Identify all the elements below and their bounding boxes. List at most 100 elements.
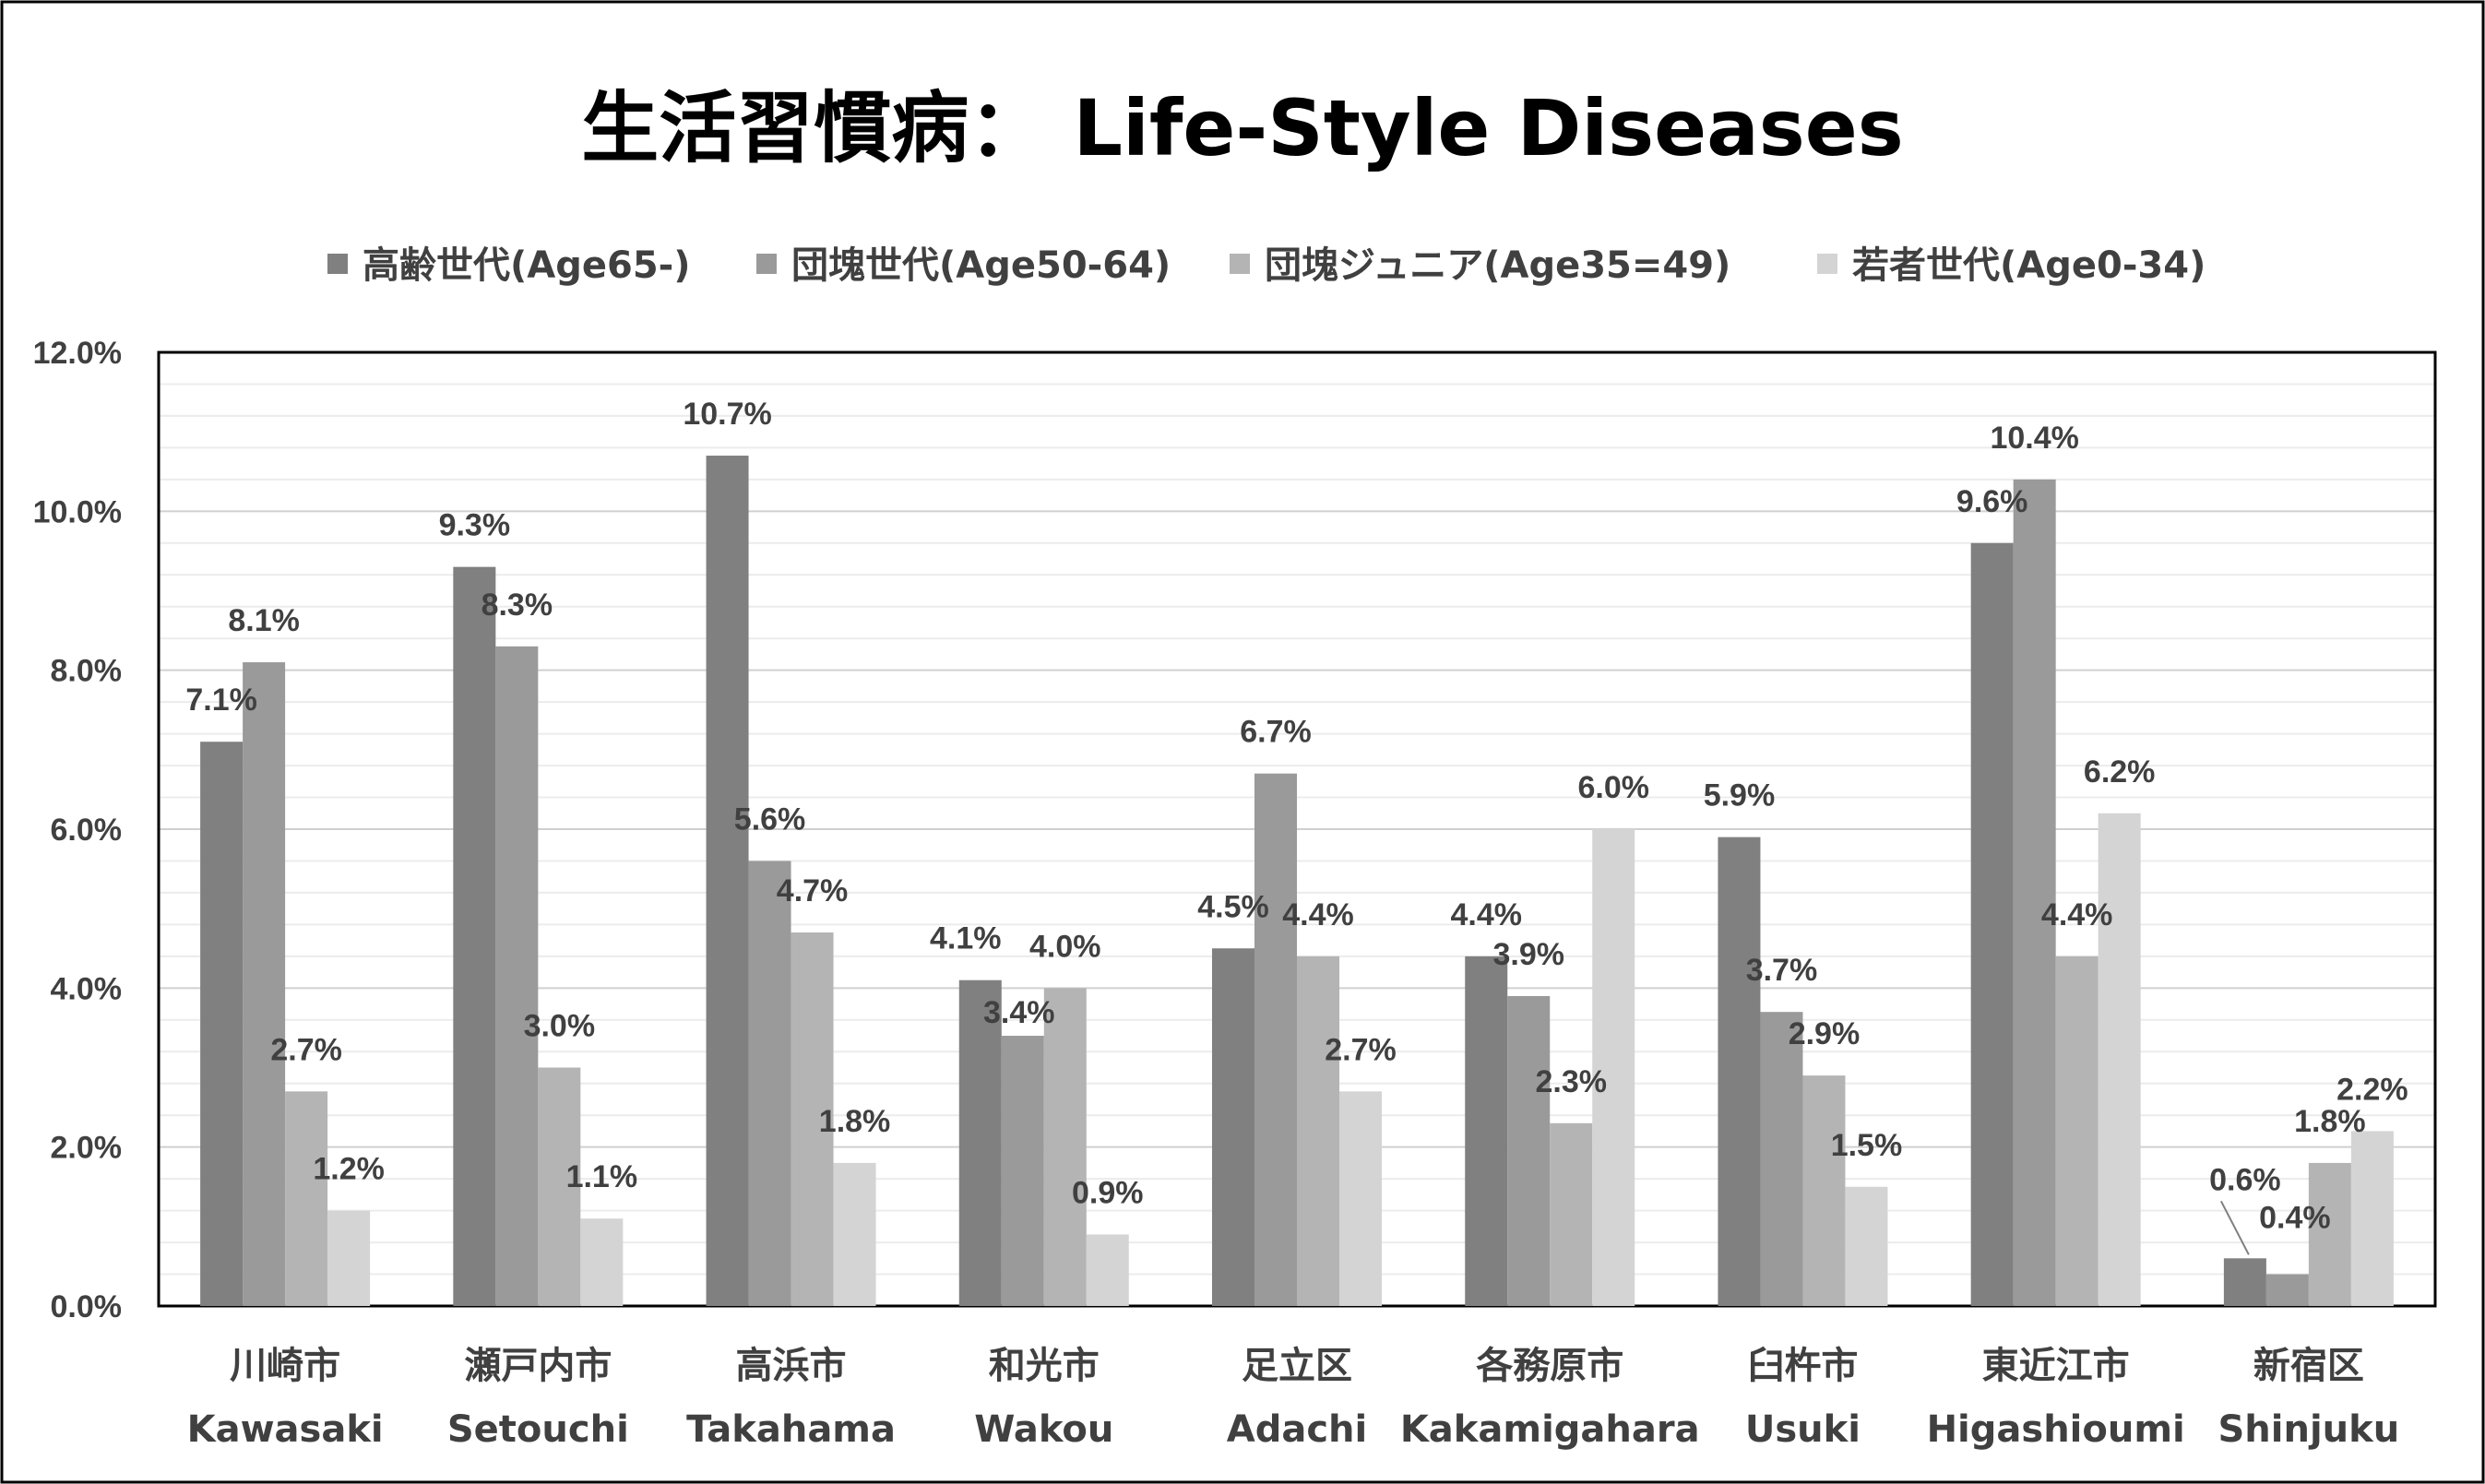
category-label-en: Kakamigahara (1400, 1408, 1700, 1451)
category-label-en: Shinjuku (2218, 1408, 2400, 1451)
legend-label: 高齢世代(Age65-) (363, 244, 691, 287)
data-label: 1.1% (566, 1159, 638, 1194)
y-tick-label: 0.0% (51, 1289, 123, 1324)
category-label-en: Wakou (974, 1408, 1113, 1451)
bar (791, 932, 834, 1306)
bar (2013, 479, 2056, 1306)
category-label-ja: 新宿区 (2253, 1345, 2364, 1387)
data-labels: 7.1% 8.1% 2.7% 1.2% 9.3% 8.3% 3.0% 1.1% 10.7% 5.6… (185, 397, 2408, 1255)
bar (2265, 1274, 2309, 1306)
data-label: 3.9% (1492, 937, 1564, 972)
legend-swatch (756, 254, 777, 274)
data-label: 4.4% (1282, 897, 1354, 932)
legend-swatch (327, 254, 348, 274)
x-axis-labels: 川崎市 Kawasaki 瀬戸内市 Setouchi 高浜市 Takahama 和光市 Wak… (187, 1345, 2400, 1451)
data-label: 4.1% (930, 921, 1002, 956)
data-label: 5.6% (734, 801, 806, 837)
data-label: 3.0% (524, 1009, 596, 1044)
bar (833, 1162, 876, 1306)
bar (706, 456, 749, 1306)
category-label-ja: 各務原市 (1476, 1345, 1623, 1387)
category-label-en: Takahama (686, 1408, 896, 1451)
bar (1001, 1036, 1044, 1306)
category-label-ja: 臼杵市 (1747, 1345, 1858, 1387)
bar (2223, 1258, 2266, 1306)
y-tick-label: 4.0% (51, 971, 123, 1006)
data-label: 2.7% (1325, 1032, 1397, 1067)
category-label-ja: 和光市 (989, 1345, 1100, 1387)
legend: 高齢世代(Age65-) 団塊世代(Age50-64) 団塊ジュニア(Age35=4… (327, 244, 2206, 287)
data-label: 1.2% (313, 1152, 385, 1187)
bar (1970, 542, 2014, 1306)
data-label: 4.5% (1197, 889, 1269, 924)
data-label: 6.2% (2084, 754, 2156, 789)
y-tick-label: 8.0% (51, 654, 123, 689)
data-label: 0.6% (2209, 1162, 2281, 1197)
legend-swatch (1230, 254, 1250, 274)
data-label: 0.9% (1072, 1175, 1144, 1210)
category-label-ja: 足立区 (1242, 1345, 1352, 1387)
legend-label: 団塊ジュニア(Age35=49) (1265, 244, 1730, 287)
bar (1212, 948, 1254, 1306)
y-tick-label: 10.0% (33, 494, 122, 529)
data-label: 10.7% (683, 397, 771, 432)
bar (2055, 956, 2099, 1306)
category-label-ja: 川崎市 (230, 1345, 340, 1387)
bar (1845, 1186, 1888, 1306)
data-label: 2.3% (1535, 1064, 1607, 1099)
bar (1297, 956, 1339, 1306)
bar (748, 861, 791, 1306)
bar (580, 1218, 624, 1306)
data-label: 1.8% (2294, 1104, 2366, 1139)
category-label-ja: 高浜市 (736, 1345, 847, 1387)
bar (1465, 956, 1508, 1306)
bar (1718, 837, 1761, 1306)
bar (243, 662, 286, 1306)
data-label: 8.3% (482, 588, 553, 623)
bar (1339, 1091, 1382, 1306)
bar (327, 1210, 371, 1306)
data-label: 4.4% (1450, 897, 1522, 932)
bar (1802, 1075, 1846, 1306)
data-label: 2.2% (2336, 1072, 2408, 1107)
bar (538, 1067, 581, 1306)
bar (285, 1091, 328, 1306)
y-tick-label: 12.0% (33, 336, 122, 371)
legend-label: 団塊世代(Age50-64) (791, 244, 1171, 287)
category-label-en: Adachi (1227, 1408, 1367, 1451)
bar (2308, 1162, 2351, 1306)
data-label: 1.8% (819, 1104, 891, 1139)
data-label: 8.1% (228, 603, 300, 638)
bar (2350, 1131, 2394, 1306)
data-label: 10.4% (1990, 421, 2078, 456)
data-label: 4.7% (777, 873, 849, 908)
data-label: 0.4% (2259, 1201, 2331, 1236)
category-label-ja: 瀬戸内市 (464, 1345, 612, 1387)
data-label: 7.1% (185, 683, 257, 718)
category-label-en: Kawasaki (187, 1408, 384, 1451)
data-label: 6.7% (1240, 715, 1312, 750)
data-label: 6.0% (1577, 770, 1649, 805)
data-label: 4.0% (1029, 929, 1101, 964)
bar (1760, 1012, 1803, 1306)
category-label-ja: 東近江市 (1982, 1345, 2130, 1387)
chart-title: 生活習慣病： Life-Style Diseases (581, 83, 1904, 173)
bar (1507, 995, 1551, 1306)
data-label: 1.5% (1831, 1128, 1903, 1163)
data-label-leader-line (2220, 1200, 2250, 1255)
y-tick-label: 2.0% (51, 1131, 123, 1166)
data-label: 9.3% (439, 508, 511, 543)
bar (1592, 829, 1635, 1306)
bar (2098, 813, 2141, 1306)
category-label-en: Higashioumi (1927, 1408, 2185, 1451)
data-label: 9.6% (1956, 484, 2028, 519)
category-label-en: Setouchi (447, 1408, 629, 1451)
category-label-en: Usuki (1745, 1408, 1861, 1451)
bar (200, 742, 244, 1306)
data-label: 2.7% (270, 1032, 342, 1067)
legend-swatch (1817, 254, 1837, 274)
bar (495, 646, 539, 1306)
bar (958, 979, 1002, 1306)
